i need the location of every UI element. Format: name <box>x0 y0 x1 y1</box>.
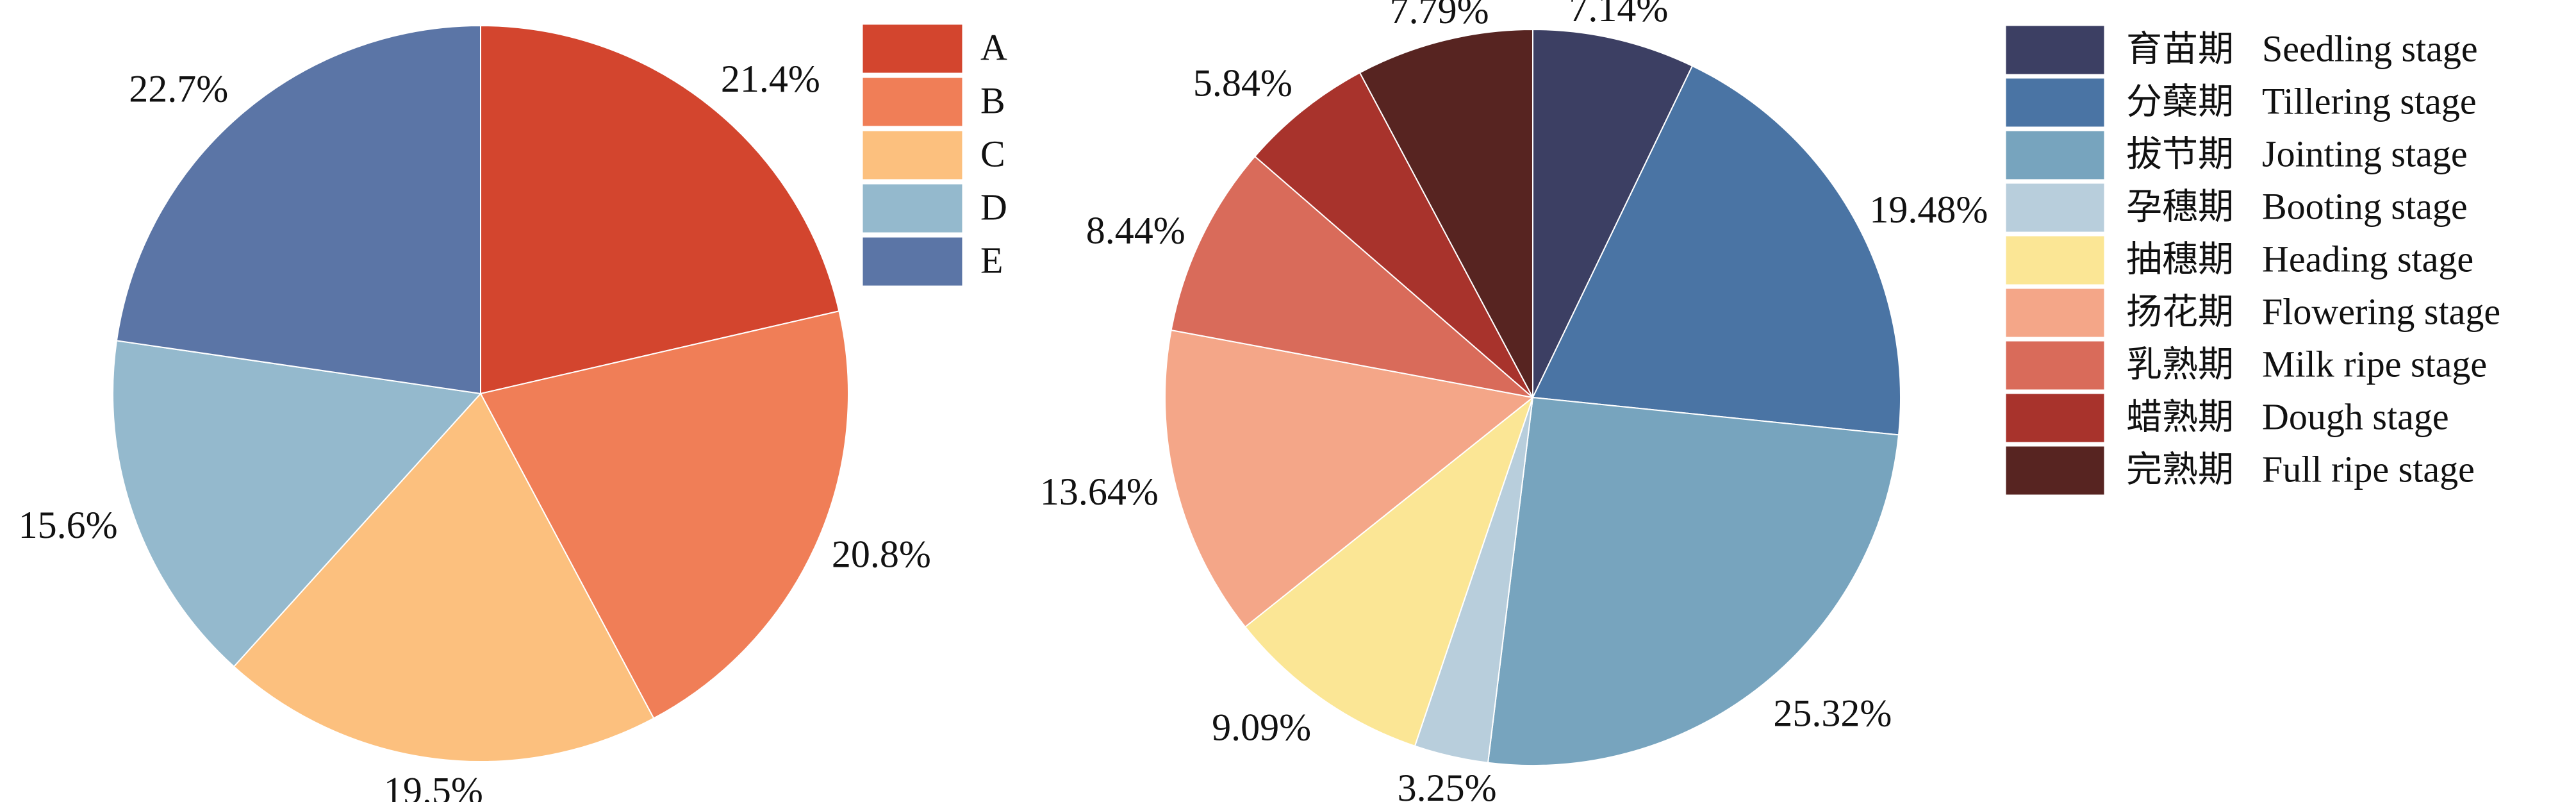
pie-2-legend-label-zh-7: 乳熟期 <box>2126 344 2234 385</box>
pie-1-slice-3 <box>233 392 655 762</box>
pie-2-slice-9 <box>1358 28 1533 398</box>
pie-1-legend-swatch-2 <box>862 77 963 127</box>
pie-2-legend-label-en-2: Tillering stage <box>2262 80 2477 122</box>
pie-2-percent-label-7: 8.44% <box>1086 210 1185 252</box>
pie-2-legend: 育苗期 Seedling stage 分蘖期 Tillering stage 拔节期 Jo… <box>2005 25 2500 496</box>
pie-1-percent-label-1: 21.4% <box>721 58 820 100</box>
pie-2-legend-swatch-8 <box>2005 393 2105 443</box>
pie-2-percent-label-3: 25.32% <box>1773 692 1892 735</box>
pie-2-percent-labels: 7.14% 19.48% 25.32% 3.25% 9.09% 13.64% 8.44% 5.… <box>1040 0 1988 802</box>
pie-2-percent-label-8: 5.84% <box>1193 62 1292 104</box>
pie-2-legend-swatch-2 <box>2005 78 2105 128</box>
pie-2-legend-label-zh-3: 拔节期 <box>2126 133 2234 175</box>
pie-2-legend-label-zh-8: 蜡熟期 <box>2126 396 2234 438</box>
pie-1-legend-swatch-3 <box>862 130 963 180</box>
pie-2-legend-label-en-4: Booting stage <box>2262 185 2468 227</box>
pie-2-legend-swatch-7 <box>2005 340 2105 390</box>
pie-1-legend-swatch-1 <box>862 24 963 74</box>
pie-2-legend-label-en-1: Seedling stage <box>2262 28 2478 69</box>
pie-1-slice-1 <box>480 24 840 395</box>
pie-1-percent-labels: 21.4% 20.8% 19.5% 15.6% 22.7% <box>19 58 931 802</box>
pie-2-slice-3 <box>1487 396 1900 766</box>
pie-1-slice-5 <box>115 24 481 395</box>
pie-2-legend-swatch-4 <box>2005 183 2105 233</box>
pie-1-legend-label-4: D <box>980 186 1007 228</box>
pie-chart-2: 7.14% 19.48% 25.32% 3.25% 9.09% 13.64% 8.44% 5.… <box>1040 0 2500 802</box>
pie-1-legend-label-1: A <box>980 26 1007 68</box>
pie-2-legend-swatch-3 <box>2005 130 2105 180</box>
pie-2-legend-label-en-3: Jointing stage <box>2262 133 2468 174</box>
pie-1-slice-2 <box>479 310 849 719</box>
pie-2-percent-label-5: 9.09% <box>1212 706 1311 749</box>
pie-2-legend-label-en-6: Flowering stage <box>2262 290 2500 332</box>
pie-2-legend-label-en-8: Dough stage <box>2262 396 2449 437</box>
pie-1-percent-label-5: 22.7% <box>129 68 228 110</box>
pie-1-slice-4 <box>112 340 482 668</box>
pie-2-slice-1 <box>1532 28 1694 398</box>
pie-2-legend-label-zh-5: 抽穗期 <box>2126 238 2234 280</box>
pie-2-slices <box>1164 28 1902 766</box>
pie-1-legend-swatch-5 <box>862 237 963 287</box>
pie-2-legend-label-en-9: Full ripe stage <box>2262 448 2475 490</box>
pie-2-legend-label-zh-1: 育苗期 <box>2126 28 2234 70</box>
pie-1-legend-label-3: C <box>980 133 1005 174</box>
pie-2-slice-5 <box>1244 396 1535 747</box>
pie-2-percent-label-2: 19.48% <box>1869 188 1988 231</box>
pie-2-legend-label-zh-4: 孕穗期 <box>2126 186 2234 228</box>
pie-2-percent-label-9: 7.79% <box>1390 0 1489 31</box>
pie-2-legend-swatch-5 <box>2005 235 2105 285</box>
pie-2-legend-swatch-9 <box>2005 446 2105 496</box>
pie-1-percent-label-4: 15.6% <box>19 504 118 546</box>
pie-2-slice-8 <box>1253 72 1533 398</box>
pie-2-legend-label-zh-6: 扬花期 <box>2126 291 2234 333</box>
pie-2-legend-label-en-7: Milk ripe stage <box>2262 343 2487 385</box>
pie-2-legend-label-en-5: Heading stage <box>2262 238 2473 280</box>
pie-1-legend-label-2: B <box>980 79 1005 121</box>
pie-1-legend-label-5: E <box>980 239 1003 281</box>
pie-1-slices <box>112 24 849 762</box>
pie-1-legend-swatch-4 <box>862 183 963 233</box>
pie-2-legend-swatch-6 <box>2005 288 2105 338</box>
pie-1-percent-label-2: 20.8% <box>832 533 931 576</box>
pie-2-percent-label-6: 13.64% <box>1040 471 1159 513</box>
pie-2-slice-6 <box>1164 329 1535 628</box>
pie-2-percent-label-1: 7.14% <box>1569 0 1668 29</box>
pie-1-percent-label-3: 19.5% <box>384 770 483 802</box>
pie-2-slice-7 <box>1170 155 1535 399</box>
pie-2-legend-label-zh-9: 完熟期 <box>2126 449 2234 490</box>
pie-2-percent-label-4: 3.25% <box>1398 767 1497 802</box>
pie-2-slice-2 <box>1532 65 1902 436</box>
pie-2-legend-swatch-1 <box>2005 25 2105 75</box>
pie-2-legend-label-zh-2: 分蘖期 <box>2126 81 2234 122</box>
